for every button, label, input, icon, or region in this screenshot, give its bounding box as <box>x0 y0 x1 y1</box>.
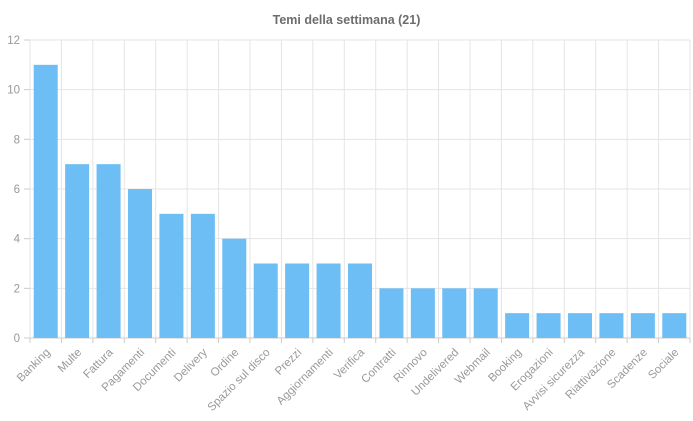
y-tick-label: 0 <box>14 333 20 345</box>
bar <box>190 213 215 338</box>
y-tick-label: 2 <box>14 283 20 295</box>
bar <box>379 288 404 338</box>
x-tick-label: Delivery <box>172 346 210 384</box>
y-tick-label: 8 <box>14 134 20 146</box>
chart-title: Temi della settimana (21) <box>272 13 421 27</box>
bar <box>442 288 467 338</box>
bar <box>128 189 152 338</box>
bar <box>348 263 372 338</box>
bar <box>285 263 310 338</box>
x-tick-label: Multe <box>56 347 84 375</box>
bar <box>536 313 561 338</box>
x-tick-label: Sociale <box>646 347 681 382</box>
bar <box>568 313 592 338</box>
bar <box>316 263 341 338</box>
bar <box>410 288 435 338</box>
x-tick-label: Banking <box>15 347 53 385</box>
bar <box>473 288 498 338</box>
bar <box>96 164 121 338</box>
bar <box>253 263 278 338</box>
x-tick-label: Aggiornamenti <box>275 347 336 408</box>
y-tick-label: 6 <box>14 184 20 196</box>
y-tick-label: 12 <box>7 35 20 47</box>
bar <box>65 164 90 338</box>
bar <box>33 64 58 338</box>
bar <box>159 213 184 338</box>
x-tick-label: Contratti <box>359 347 398 386</box>
bar <box>222 238 247 338</box>
y-tick-label: 4 <box>14 234 21 246</box>
bar <box>630 313 655 338</box>
y-tick-label: 10 <box>7 85 20 97</box>
bar <box>505 313 530 338</box>
bar <box>662 313 687 338</box>
bar <box>599 313 624 338</box>
